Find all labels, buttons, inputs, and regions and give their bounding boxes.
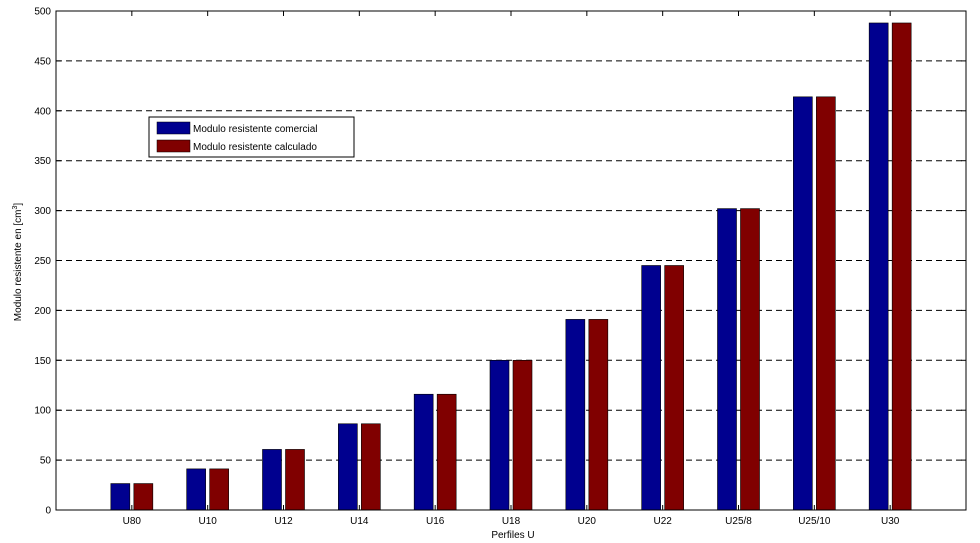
y-axis-label-main: Modulo resistente en [cm xyxy=(13,209,24,321)
y-tick-label: 250 xyxy=(34,256,51,267)
x-tick-label: U80 xyxy=(123,516,142,527)
y-tick-label: 200 xyxy=(34,306,51,317)
bar-comercial-u25-10 xyxy=(793,96,813,511)
bar-calculado-u25-10 xyxy=(816,96,836,511)
bar-comercial-u14 xyxy=(338,423,358,511)
legend-label-comercial: Modulo resistente comercial xyxy=(193,124,318,135)
bar-calculado-u25-8 xyxy=(740,208,760,511)
x-tick-label: U16 xyxy=(426,516,445,527)
legend-swatch-comercial xyxy=(156,121,191,135)
x-tick-labels: U80 U10 U12 U14 U16 U18 U20 U22 U25/8 U25/10 U30 xyxy=(123,516,900,527)
bar-calculado-u16 xyxy=(436,393,457,511)
bar-calculado-u10 xyxy=(209,468,229,511)
x-tick-label: U14 xyxy=(350,516,369,527)
x-tick-label: U12 xyxy=(274,516,293,527)
x-tick-label: U25/10 xyxy=(798,516,831,527)
y-tick-label: 450 xyxy=(34,56,51,67)
y-tick-label: 50 xyxy=(40,456,52,467)
bars xyxy=(110,22,912,511)
y-axis-label-suffix: ] xyxy=(13,203,24,206)
x-tick-label: U25/8 xyxy=(725,516,752,527)
legend-swatch-calculado xyxy=(156,139,191,153)
x-tick-label: U22 xyxy=(653,516,672,527)
bar-comercial-u20 xyxy=(565,319,586,511)
y-tick-label: 100 xyxy=(34,406,51,417)
bar-comercial-u10 xyxy=(186,468,206,511)
axis-ticks xyxy=(56,10,966,511)
x-axis-label: Perfiles U xyxy=(491,530,534,541)
bar-comercial-u25-8 xyxy=(717,208,737,511)
x-tick-label: U20 xyxy=(578,516,597,527)
y-tick-label: 400 xyxy=(34,106,51,117)
bar-calculado-u14 xyxy=(361,423,381,511)
bar-comercial-u22 xyxy=(641,265,661,511)
legend-label-calculado: Modulo resistente calculado xyxy=(193,142,317,153)
bar-comercial-u16 xyxy=(413,393,434,511)
bar-calculado-u18 xyxy=(512,359,533,511)
y-tick-label: 300 xyxy=(34,206,51,217)
y-tick-labels: 0 50 100 150 200 250 300 350 400 450 500 xyxy=(34,7,51,517)
bar-calculado-u30 xyxy=(891,22,912,511)
x-tick-label: U10 xyxy=(198,516,217,527)
y-axis-label: Modulo resistente en [cm3] xyxy=(12,203,24,322)
bar-comercial-u12 xyxy=(262,449,282,511)
x-tick-label: U30 xyxy=(881,516,900,527)
bar-calculado-u22 xyxy=(664,265,684,511)
y-tick-label: 150 xyxy=(34,356,51,367)
y-tick-label: 500 xyxy=(34,7,51,18)
bar-calculado-u12 xyxy=(285,449,305,511)
grid-lines xyxy=(56,60,966,461)
bar-comercial-u18 xyxy=(489,359,510,511)
y-tick-label: 350 xyxy=(34,156,51,167)
bar-comercial-u80 xyxy=(110,483,131,511)
bar-calculado-u80 xyxy=(133,483,154,511)
bar-calculado-u20 xyxy=(588,319,609,511)
legend: Modulo resistente comercial Modulo resis… xyxy=(148,116,355,158)
x-tick-label: U18 xyxy=(502,516,521,527)
bar-comercial-u30 xyxy=(868,22,889,511)
y-tick-label: 0 xyxy=(45,506,51,517)
y-axis-label-superscript: 3 xyxy=(12,205,19,209)
